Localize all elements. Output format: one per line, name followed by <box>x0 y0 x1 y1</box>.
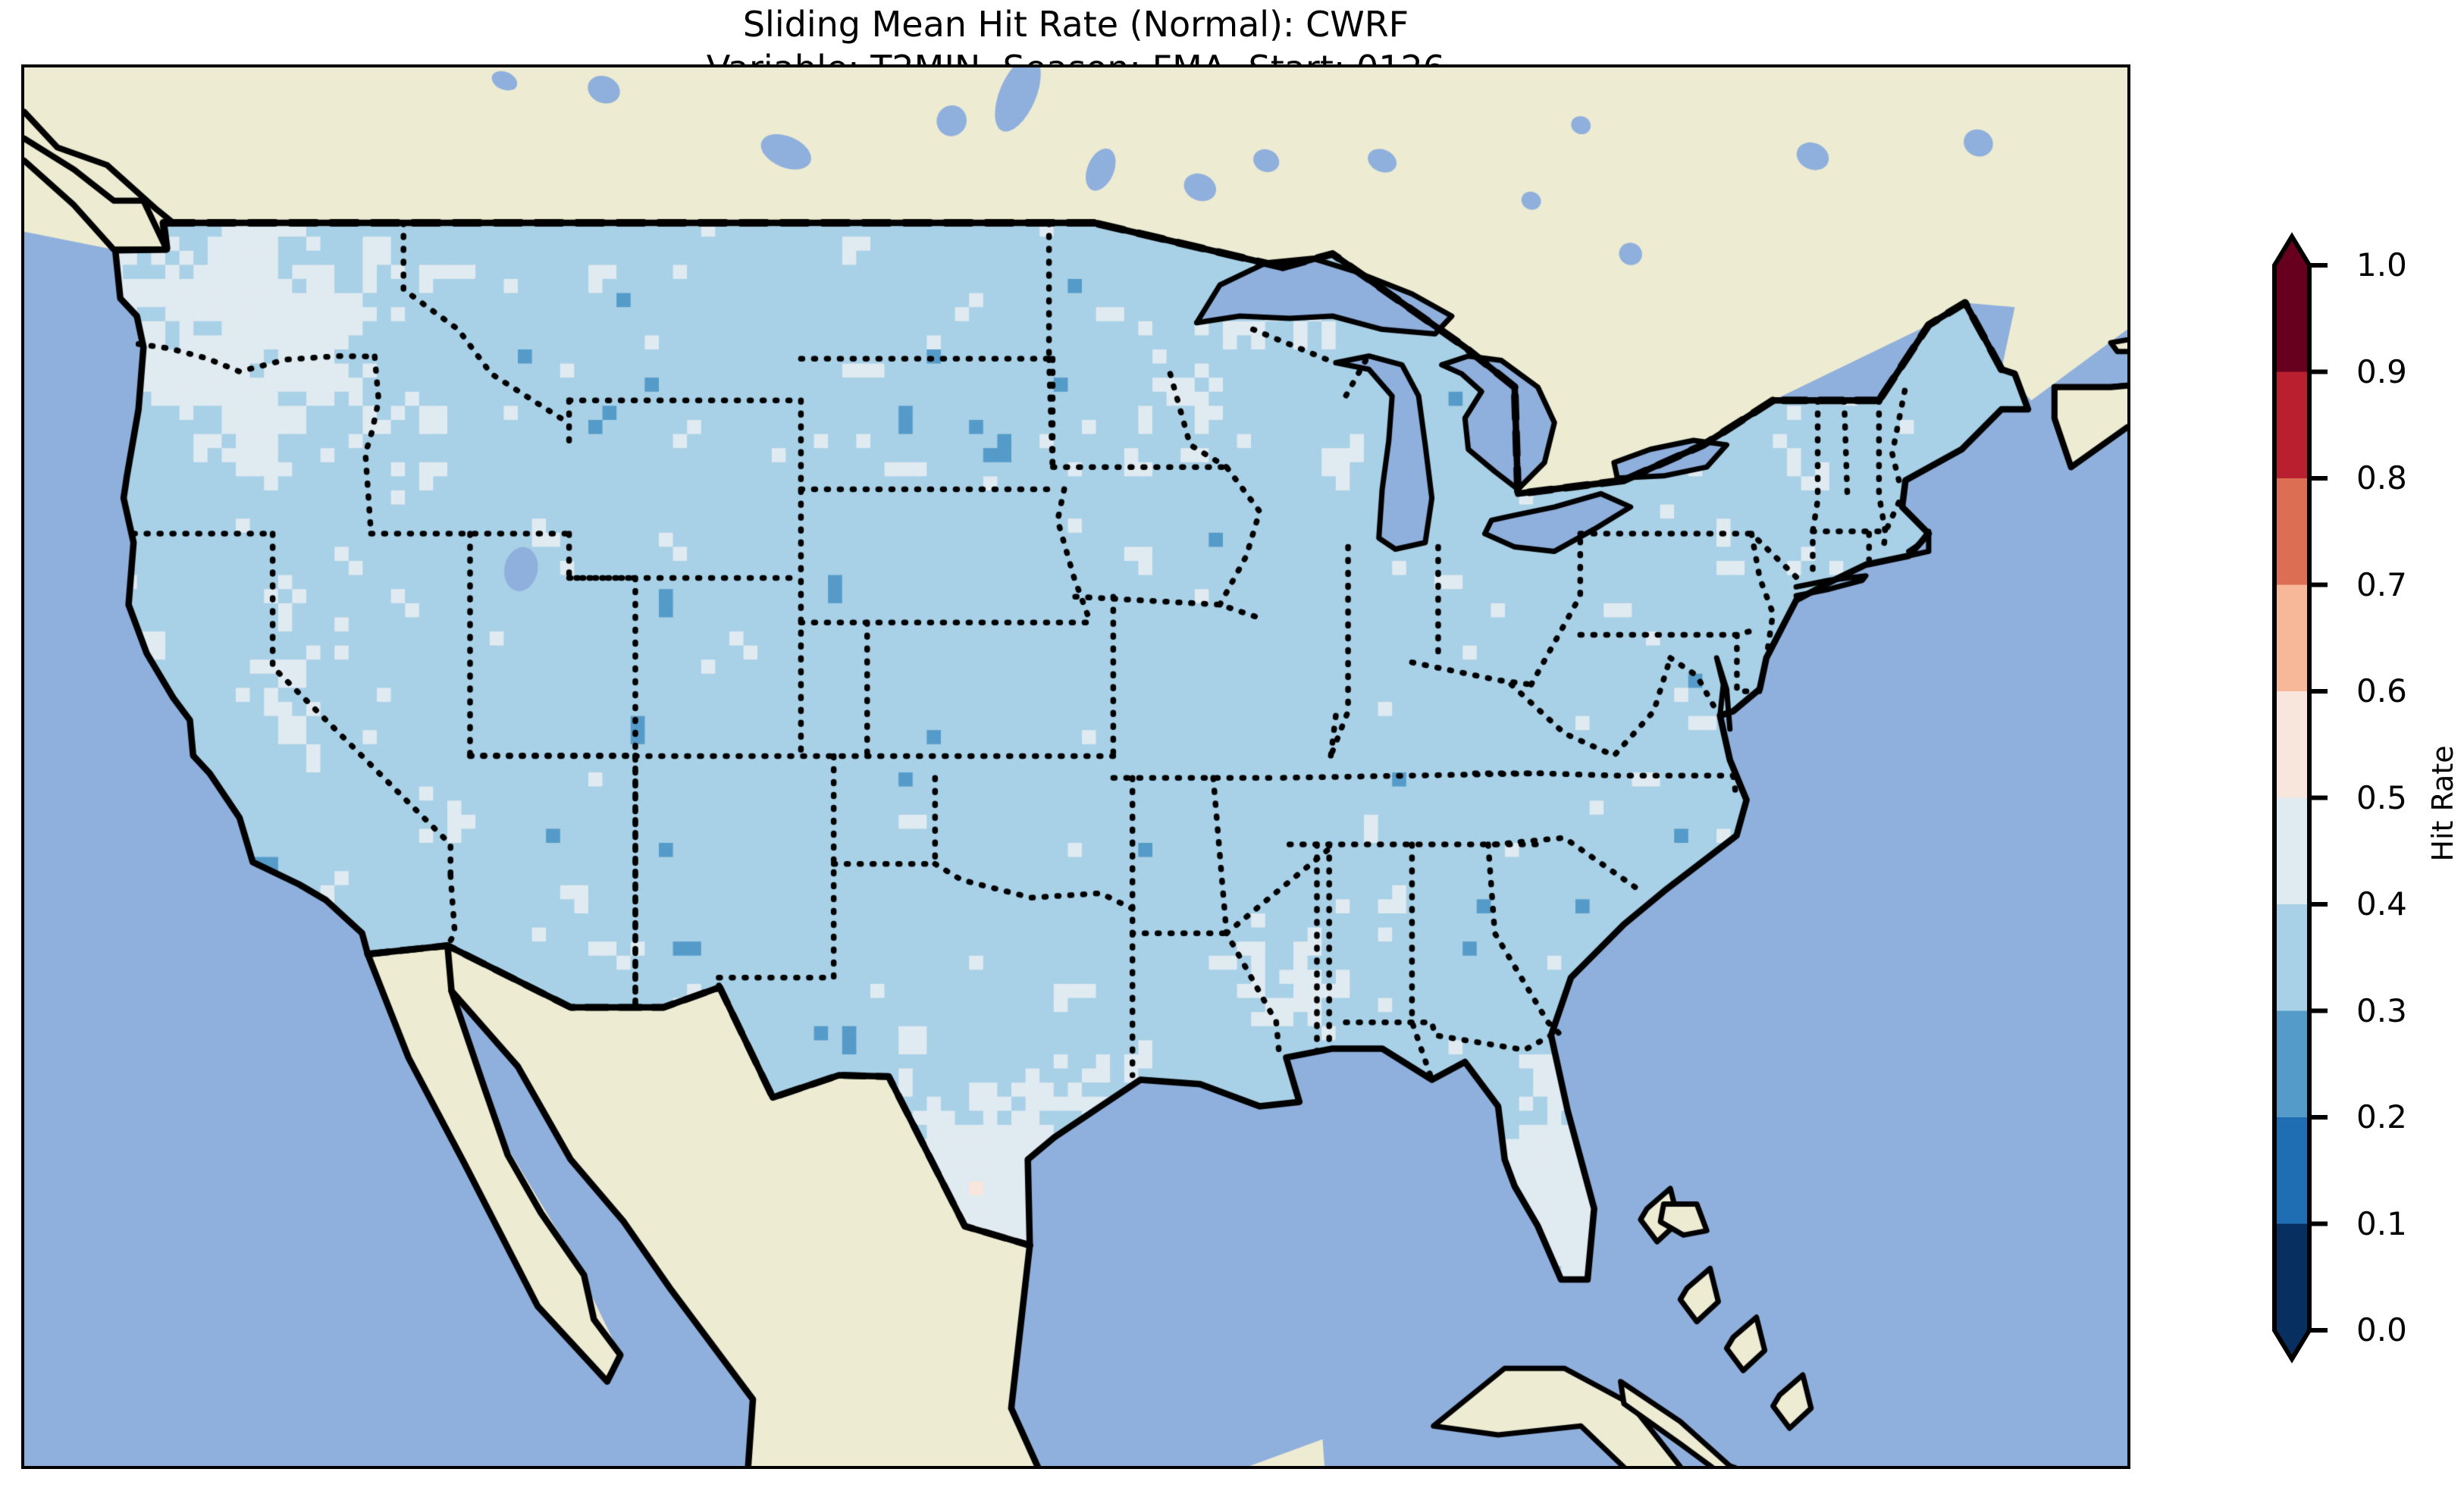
colorbar-tick-label: 0.7 <box>2356 565 2407 603</box>
colorbar-tick-label: 0.9 <box>2356 352 2407 390</box>
colorbar-axis-label: Hit Rate <box>2426 745 2459 862</box>
map-axes <box>21 64 2130 1469</box>
title-line-1: Sliding Mean Hit Rate (Normal): CWRF <box>742 4 1409 45</box>
colorbar-tick-label: 0.3 <box>2356 991 2407 1029</box>
colorbar-tick-label: 0.8 <box>2356 459 2407 496</box>
colorbar-tick-label: 1.0 <box>2356 246 2407 283</box>
colorbar-tick-label: 0.4 <box>2356 885 2407 922</box>
colorbar-tick-label: 0.5 <box>2356 778 2407 816</box>
colorbar: Hit Rate 1.0 0.9 0.8 0.7 0.6 0.5 0.4 0.3 0.2 0.1 0… <box>2267 227 2464 1380</box>
colorbar-tick-label: 0.1 <box>2356 1204 2407 1242</box>
colorbar-swatches <box>2272 232 2328 1364</box>
colorbar-tick-label: 0.6 <box>2356 672 2407 709</box>
colorbar-tick-label: 0.2 <box>2356 1098 2407 1135</box>
hit-rate-raster <box>24 67 2127 1466</box>
colorbar-tick-label: 0.0 <box>2356 1311 2407 1348</box>
